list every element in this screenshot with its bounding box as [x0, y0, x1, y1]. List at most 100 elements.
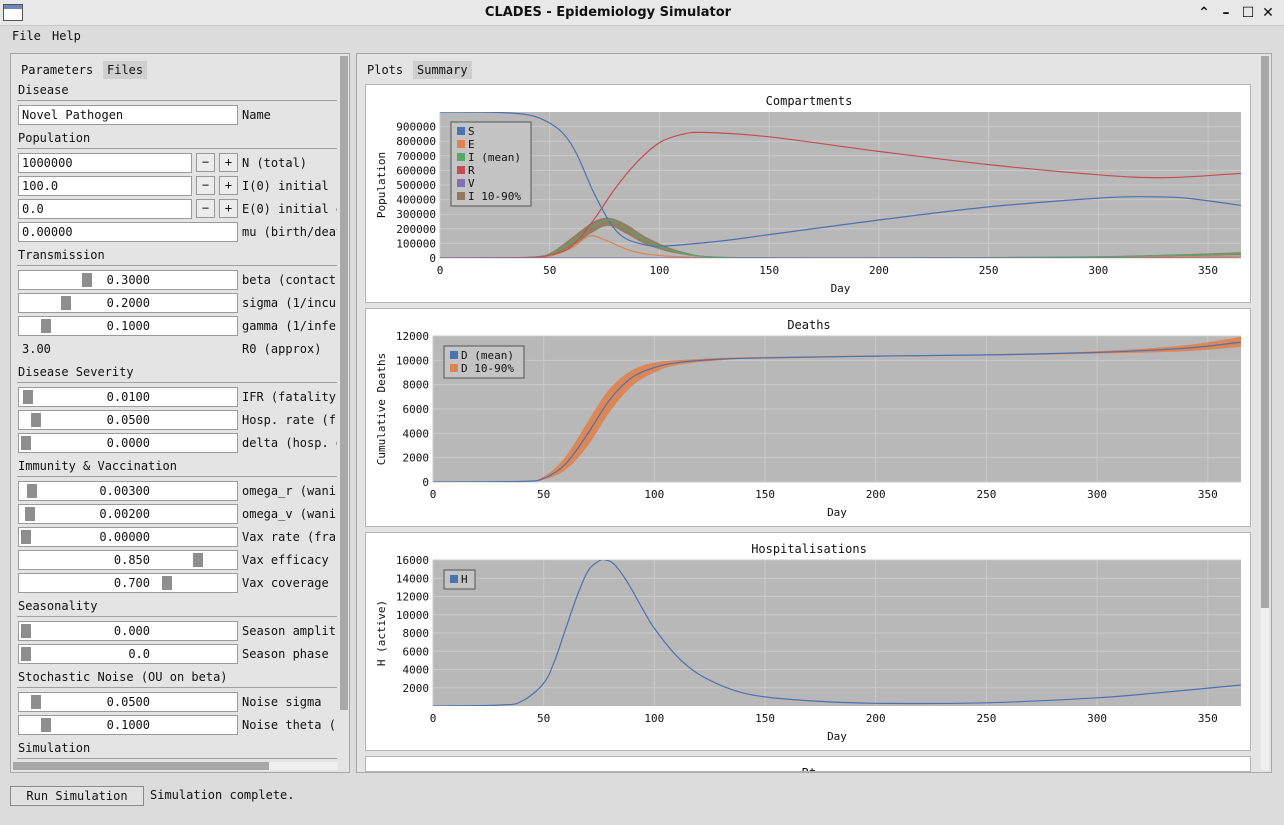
e0-input[interactable]: 0.0 — [18, 199, 192, 219]
i0-decrement[interactable]: − — [196, 176, 215, 195]
deaths-plot-card: Deaths 0 50 100 150 200 250 300 350 0 2000 4000 6000… — [365, 308, 1251, 527]
vax-efficacy-slider[interactable]: 0.850 — [18, 550, 238, 570]
noise-sigma-slider-thumb[interactable] — [31, 695, 42, 709]
legend-swatch-e — [457, 140, 465, 148]
season-phase-slider[interactable]: 0.0 — [18, 644, 238, 664]
plots-vertical-scroll-thumb[interactable] — [1261, 56, 1269, 608]
hosp-rate-slider-thumb[interactable] — [31, 413, 42, 427]
close-button[interactable]: ✕ — [1262, 5, 1274, 21]
omega-r-slider-thumb[interactable] — [27, 484, 38, 498]
delta-label: delta (hosp. death) — [242, 436, 337, 450]
noise-sigma-slider[interactable]: 0.0500 — [18, 692, 238, 712]
menu-file[interactable]: File — [12, 29, 41, 43]
noise-theta-slider[interactable]: 0.1000 — [18, 715, 238, 735]
y-tick-label: 600000 — [396, 164, 436, 177]
minimize-icon[interactable]: ⌃ — [1198, 5, 1210, 21]
omega-v-slider-thumb[interactable] — [25, 507, 36, 521]
section-simulation: Simulation — [18, 741, 91, 755]
sigma-slider[interactable]: 0.2000 — [18, 293, 238, 313]
plot-series-group — [440, 112, 1241, 258]
ifr-slider[interactable]: 0.0100 — [18, 387, 238, 407]
i0-increment[interactable]: + — [219, 176, 238, 195]
season-amplitude-slider[interactable]: 0.000 — [18, 621, 238, 641]
delta-slider-thumb[interactable] — [21, 436, 31, 450]
season-amplitude-slider-thumb[interactable] — [21, 624, 31, 638]
n-total-increment[interactable]: + — [219, 153, 238, 172]
compartments-chart: Compartments 0 50 100 150 200 250 300 350 0 100000… — [375, 94, 1241, 295]
e0-decrement[interactable]: − — [196, 199, 215, 218]
omega-r-slider[interactable]: 0.00300 — [18, 481, 238, 501]
beta-slider[interactable]: 0.3000 — [18, 270, 238, 290]
vax-coverage-slider-thumb[interactable] — [162, 576, 173, 590]
y-tick-label: 500000 — [396, 179, 436, 192]
series-r — [440, 131, 1241, 258]
y-tick-label: 12000 — [396, 330, 429, 343]
x-axis-label: Day — [827, 506, 847, 519]
left-horizontal-scroll-thumb[interactable] — [13, 762, 269, 770]
plots-vertical-scrollbar[interactable] — [1261, 56, 1269, 770]
left-vertical-scroll-thumb[interactable] — [340, 56, 348, 710]
e0-increment[interactable]: + — [219, 199, 238, 218]
bottom-bar: Run Simulation Simulation complete. — [10, 785, 1272, 807]
status-text: Simulation complete. — [150, 788, 295, 802]
legend-label-h: H — [461, 573, 468, 586]
x-tick-label: 250 — [976, 712, 996, 725]
legend-label-s: S — [468, 125, 475, 138]
legend-swatch-d-mean — [450, 351, 458, 359]
ifr-slider-thumb[interactable] — [23, 390, 34, 404]
omega-v-slider[interactable]: 0.00200 — [18, 504, 238, 524]
chart-title: Rt — [802, 766, 816, 772]
legend-swatch-v — [457, 179, 465, 187]
season-phase-label: Season phase — [242, 647, 329, 661]
chart-title: Compartments — [766, 94, 853, 108]
tab-summary[interactable]: Summary — [413, 61, 472, 79]
y-tick-label: 800000 — [396, 135, 436, 148]
x-tick-label: 0 — [437, 264, 444, 277]
vax-rate-slider[interactable]: 0.00000 — [18, 527, 238, 547]
legend-label-i-mean: I (mean) — [468, 151, 521, 164]
vax-rate-slider-thumb[interactable] — [21, 530, 31, 544]
i0-input[interactable]: 100.0 — [18, 176, 192, 196]
app-window-icon — [3, 4, 23, 21]
y-tick-label: 6000 — [403, 645, 430, 658]
mu-input[interactable]: 0.00000 — [18, 222, 238, 242]
beta-slider-thumb[interactable] — [81, 273, 92, 287]
ifr-value: 0.0100 — [106, 390, 150, 404]
n-total-input[interactable]: 1000000 — [18, 153, 192, 173]
section-severity: Disease Severity — [18, 365, 134, 379]
tab-plots[interactable]: Plots — [367, 63, 404, 77]
x-tick-label: 250 — [976, 488, 996, 501]
legend-box — [443, 569, 476, 590]
x-tick-label: 50 — [543, 264, 556, 277]
menu-bar: File Help — [0, 26, 1284, 46]
minimize-button[interactable]: – — [1222, 5, 1230, 21]
gamma-slider[interactable]: 0.1000 — [18, 316, 238, 336]
left-horizontal-scrollbar[interactable] — [13, 762, 338, 770]
run-simulation-button[interactable]: Run Simulation — [10, 786, 144, 806]
tab-files[interactable]: Files — [103, 61, 148, 79]
disease-name-input[interactable]: Novel Pathogen — [18, 105, 238, 125]
tab-parameters[interactable]: Parameters — [21, 63, 94, 77]
noise-theta-slider-thumb[interactable] — [41, 718, 52, 732]
maximize-button[interactable]: ☐ — [1241, 5, 1255, 21]
x-tick-label: 50 — [537, 712, 550, 725]
legend-label-r: R — [468, 164, 475, 177]
season-phase-slider-thumb[interactable] — [21, 647, 31, 661]
e0-label: E(0) initial exposed — [242, 202, 337, 216]
parameters-panel: Parameters Files Disease Novel Pathogen … — [10, 53, 350, 773]
vax-efficacy-slider-thumb[interactable] — [192, 553, 203, 567]
sigma-slider-thumb[interactable] — [61, 296, 72, 310]
section-seasonality: Seasonality — [18, 599, 98, 613]
y-tick-label: 200000 — [396, 223, 436, 236]
menu-help[interactable]: Help — [52, 29, 81, 43]
hosp-rate-slider[interactable]: 0.0500 — [18, 410, 238, 430]
x-tick-label: 250 — [979, 264, 999, 277]
vax-efficacy-value: 0.850 — [113, 553, 150, 567]
left-vertical-scrollbar[interactable] — [340, 56, 348, 710]
delta-slider[interactable]: 0.0000 — [18, 433, 238, 453]
y-axis-label: Cumulative Deaths — [375, 353, 388, 466]
vax-coverage-slider[interactable]: 0.700 — [18, 573, 238, 593]
x-tick-label: 50 — [537, 488, 550, 501]
n-total-decrement[interactable]: − — [196, 153, 215, 172]
gamma-slider-thumb[interactable] — [41, 319, 52, 333]
